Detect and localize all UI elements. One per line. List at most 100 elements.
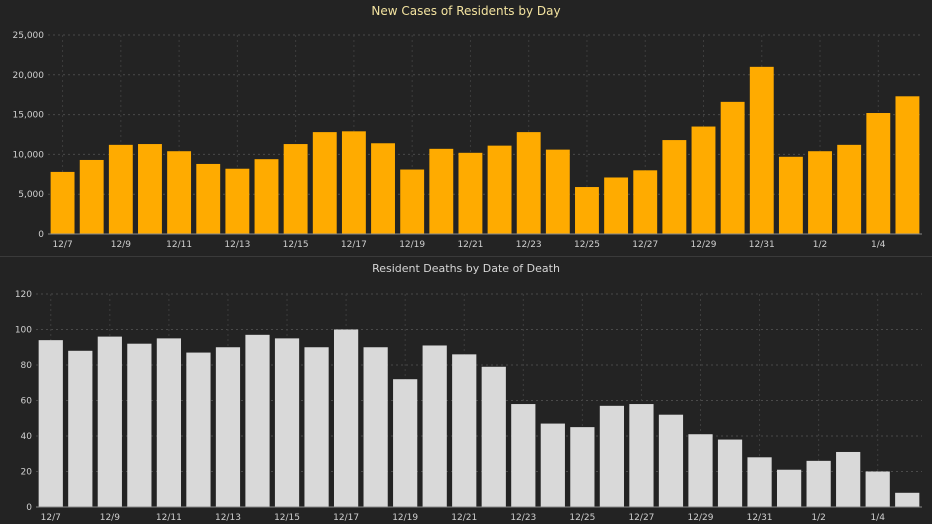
x-tick-label: 12/13 bbox=[224, 240, 250, 250]
y-tick-label: 5,000 bbox=[18, 190, 44, 200]
bar-12-16 bbox=[312, 132, 337, 234]
bar-12-8 bbox=[79, 159, 104, 234]
new-cases-chart: New Cases of Residents by Day 0 5,000 10,00… bbox=[13, 4, 922, 250]
bar-1-1 bbox=[776, 469, 802, 507]
deaths-chart: Resident Deaths by Date of Death 0 20 40 60 8… bbox=[15, 262, 922, 523]
bar-12-13 bbox=[225, 168, 250, 234]
bar-12-26 bbox=[604, 177, 629, 234]
bar-12-15 bbox=[283, 144, 308, 234]
x-tick-label: 12/11 bbox=[166, 240, 192, 250]
x-tick-label: 12/15 bbox=[283, 240, 309, 250]
bar-12-12 bbox=[186, 352, 211, 507]
x-tick-label: 1/2 bbox=[813, 240, 827, 250]
x-tick-label: 12/27 bbox=[628, 513, 654, 523]
bar-12-27 bbox=[629, 404, 654, 507]
bar-1-2 bbox=[808, 151, 832, 234]
bar-12-24 bbox=[545, 149, 570, 234]
bar-12-7 bbox=[38, 340, 63, 507]
x-tick-label: 12/7 bbox=[41, 513, 61, 523]
x-tick-label: 12/31 bbox=[747, 513, 773, 523]
bar-12-16 bbox=[304, 347, 329, 507]
bar-1-4 bbox=[866, 113, 891, 234]
bar-12-27 bbox=[633, 170, 658, 234]
x-tick-label: 12/29 bbox=[691, 240, 717, 250]
bar-12-7 bbox=[50, 171, 75, 234]
bar-12-12 bbox=[196, 163, 221, 234]
bar-12-29 bbox=[688, 434, 713, 507]
bar-12-22 bbox=[481, 366, 506, 507]
bar-12-17 bbox=[341, 131, 366, 234]
x-tick-label: 12/19 bbox=[399, 240, 425, 250]
x-tick-label: 12/21 bbox=[457, 240, 483, 250]
y-tick-label: 60 bbox=[21, 397, 33, 407]
bar-12-14 bbox=[245, 334, 270, 507]
x-tick-label: 12/31 bbox=[749, 240, 775, 250]
bar-12-18 bbox=[363, 347, 388, 507]
bar-1-5 bbox=[895, 96, 920, 235]
bar-12-26 bbox=[599, 405, 625, 507]
y-tick-label: 0 bbox=[38, 230, 44, 240]
bar-1-3 bbox=[837, 144, 862, 234]
bar-12-19 bbox=[400, 169, 425, 234]
x-tick-label: 12/23 bbox=[516, 240, 542, 250]
x-tick-label: 12/9 bbox=[100, 513, 120, 523]
bar-12-24 bbox=[540, 423, 565, 507]
x-tick-label: 12/27 bbox=[632, 240, 658, 250]
y-tick-label: 40 bbox=[21, 432, 33, 442]
bar-12-11 bbox=[167, 151, 192, 234]
bar-12-9 bbox=[108, 144, 133, 234]
bar-1-3 bbox=[836, 451, 861, 507]
bar-1-2 bbox=[806, 460, 831, 507]
x-tick-label: 12/21 bbox=[451, 513, 477, 523]
chart-divider bbox=[0, 256, 932, 257]
x-tick-label: 12/9 bbox=[111, 240, 131, 250]
x-tick-label: 12/29 bbox=[688, 513, 714, 523]
bar-1-4 bbox=[865, 471, 890, 507]
bar-12-18 bbox=[371, 143, 395, 234]
x-tick-label: 1/2 bbox=[811, 513, 825, 523]
x-tick-label: 12/23 bbox=[510, 513, 536, 523]
bar-12-10 bbox=[138, 144, 162, 234]
bar-12-9 bbox=[97, 336, 122, 507]
x-tick-label: 12/15 bbox=[274, 513, 300, 523]
chart-title: Resident Deaths by Date of Death bbox=[372, 262, 560, 275]
y-tick-label: 100 bbox=[15, 326, 32, 336]
y-tick-label: 0 bbox=[26, 503, 32, 513]
y-tick-label: 20 bbox=[21, 468, 33, 478]
bar-12-29 bbox=[691, 126, 716, 234]
bar-12-14 bbox=[254, 159, 279, 234]
bar-12-23 bbox=[516, 132, 541, 234]
chart-title: New Cases of Residents by Day bbox=[371, 4, 560, 18]
x-tick-label: 12/19 bbox=[392, 513, 418, 523]
bar-12-28 bbox=[662, 140, 687, 234]
bar-1-1 bbox=[778, 156, 803, 234]
bar-12-31 bbox=[747, 457, 772, 507]
bar-12-20 bbox=[422, 345, 447, 507]
bar-12-30 bbox=[717, 439, 743, 507]
bar-12-31 bbox=[749, 66, 774, 234]
bar-12-22 bbox=[487, 145, 512, 234]
bar-12-10 bbox=[127, 343, 152, 507]
y-tick-label: 25,000 bbox=[13, 31, 45, 41]
bar-12-30 bbox=[720, 101, 745, 234]
y-tick-label: 10,000 bbox=[13, 150, 45, 160]
bar-12-25 bbox=[570, 427, 595, 507]
bar-12-15 bbox=[274, 338, 300, 507]
bar-12-19 bbox=[393, 379, 418, 507]
bar-12-23 bbox=[511, 404, 536, 507]
x-tick-label: 12/17 bbox=[341, 240, 367, 250]
x-tick-label: 1/4 bbox=[870, 513, 885, 523]
y-tick-label: 20,000 bbox=[13, 71, 45, 81]
x-tick-label: 12/13 bbox=[215, 513, 241, 523]
bar-12-13 bbox=[215, 347, 241, 507]
x-tick-label: 12/7 bbox=[52, 240, 72, 250]
bar-12-20 bbox=[429, 148, 454, 234]
y-tick-label: 120 bbox=[15, 290, 32, 300]
bar-1-5 bbox=[895, 492, 920, 507]
bar-12-11 bbox=[156, 338, 182, 507]
bar-12-21 bbox=[452, 354, 477, 507]
x-tick-label: 12/17 bbox=[333, 513, 359, 523]
x-tick-label: 1/4 bbox=[871, 240, 886, 250]
bar-12-25 bbox=[575, 187, 599, 234]
